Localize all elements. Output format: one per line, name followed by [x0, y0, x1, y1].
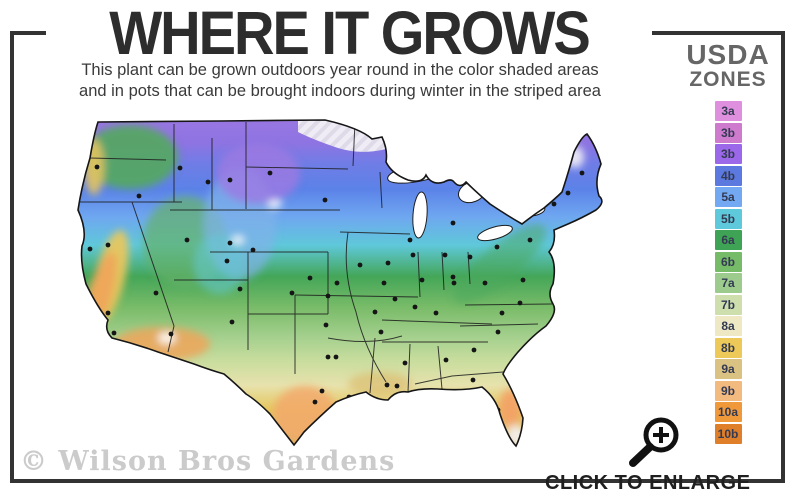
- city-dot: [451, 280, 457, 286]
- legend-title-usda: USDA: [686, 39, 770, 70]
- city-dot: [551, 201, 557, 207]
- city-dot: [443, 357, 449, 363]
- city-dot: [482, 280, 488, 286]
- zone-chip-5b: 5b: [714, 208, 742, 229]
- city-dot: [565, 190, 571, 196]
- city-dot: [227, 240, 233, 246]
- zone-chip-3b: 3b: [714, 122, 742, 143]
- city-dot: [467, 254, 473, 260]
- city-dot: [495, 329, 501, 335]
- zone-chip-8a: 8a: [714, 316, 742, 336]
- zone-chip-7a: 7a: [714, 273, 742, 293]
- city-dot: [517, 300, 523, 306]
- city-dot: [372, 309, 378, 315]
- header: WHERE IT GROWS: [46, 0, 652, 65]
- usda-zones-legend: USDA ZONES 3a 3b 3b 4b 5a 5b 6a 6b 7a 7b 8a 8b 9a 9b 1…: [668, 39, 788, 445]
- city-dot: [407, 237, 413, 243]
- city-dot: [450, 274, 456, 280]
- city-dot: [136, 193, 142, 199]
- enlarge-label: CLICK TO ENLARGE: [545, 472, 751, 494]
- zone-chip-10b: 10b: [714, 423, 742, 444]
- watermark: © Wilson Bros Gardens: [20, 446, 396, 477]
- city-dot: [312, 399, 318, 405]
- city-dot: [384, 382, 390, 388]
- city-dot: [381, 280, 387, 286]
- subtitle-line-1: This plant can be grown outdoors year ro…: [81, 61, 599, 79]
- zone-chip-6b: 6b: [714, 251, 742, 272]
- city-dot: [105, 310, 111, 316]
- click-to-enlarge-button[interactable]: CLICK TO ENLARGE: [545, 410, 751, 495]
- city-dot: [184, 237, 190, 243]
- city-dot: [94, 164, 100, 170]
- city-dot: [470, 377, 476, 383]
- zone-chip-3b: 3b: [714, 144, 742, 164]
- us-hardiness-map-svg: [77, 119, 603, 447]
- city-dot: [402, 360, 408, 366]
- city-dot: [323, 322, 329, 328]
- page-title: WHERE IT GROWS: [109, 0, 590, 68]
- city-dot: [412, 304, 418, 310]
- city-dot: [237, 286, 243, 292]
- city-dot: [224, 258, 230, 264]
- subtitle: This plant can be grown outdoors year ro…: [60, 60, 620, 102]
- zone-chip-4b: 4b: [714, 165, 742, 186]
- zone-chip-6a: 6a: [714, 230, 742, 250]
- city-dot: [250, 247, 256, 253]
- city-dot: [333, 354, 339, 360]
- zone-chip-3a: 3a: [714, 101, 742, 121]
- city-dot: [471, 347, 477, 353]
- zone-chip-8b: 8b: [714, 337, 742, 358]
- city-dot: [325, 293, 331, 299]
- city-dot: [177, 165, 183, 171]
- city-dot: [525, 204, 531, 210]
- subtitle-line-2: and in pots that can be brought indoors …: [79, 82, 601, 100]
- city-dot: [205, 179, 211, 185]
- city-dot: [227, 177, 233, 183]
- city-dot: [87, 246, 93, 252]
- city-dot: [520, 277, 526, 283]
- city-dot: [105, 242, 111, 248]
- zone-chip-7b: 7b: [714, 294, 742, 315]
- city-dot: [524, 429, 530, 435]
- city-dot: [410, 252, 416, 258]
- zone-chip-5a: 5a: [714, 187, 742, 207]
- city-dot: [229, 319, 235, 325]
- city-dot: [307, 275, 313, 281]
- city-dot: [153, 290, 159, 296]
- city-dot: [325, 354, 331, 360]
- zone-chips: 3a 3b 3b 4b 5a 5b 6a 6b 7a 7b 8a 8b 9a 9b 10a 10b: [668, 101, 788, 445]
- city-dots: [87, 164, 585, 435]
- city-dot: [334, 280, 340, 286]
- city-dot: [494, 244, 500, 250]
- city-dot: [442, 252, 448, 258]
- city-dot: [168, 331, 174, 337]
- city-dot: [378, 329, 384, 335]
- city-dot: [322, 197, 328, 203]
- city-dot: [450, 220, 456, 226]
- state-borders: [78, 121, 553, 394]
- city-dot: [267, 170, 273, 176]
- zone-chip-9a: 9a: [714, 359, 742, 379]
- city-dot: [433, 310, 439, 316]
- city-dot: [499, 310, 505, 316]
- usda-zone-map[interactable]: [70, 112, 615, 462]
- city-dot: [419, 277, 425, 283]
- magnifier-plus-icon: [629, 417, 679, 467]
- city-dot: [385, 260, 391, 266]
- city-dot: [394, 383, 400, 389]
- legend-title-zones: ZONES: [689, 68, 767, 91]
- city-dot: [527, 237, 533, 243]
- city-dot: [111, 330, 117, 336]
- zone-chip-10a: 10a: [714, 402, 742, 422]
- city-dot: [357, 262, 363, 268]
- city-dot: [579, 170, 585, 176]
- city-dot: [289, 290, 295, 296]
- zone-chip-9b: 9b: [714, 380, 742, 401]
- city-dot: [319, 388, 325, 394]
- city-dot: [392, 296, 398, 302]
